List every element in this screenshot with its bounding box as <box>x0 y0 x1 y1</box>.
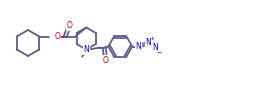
Text: N: N <box>145 38 151 47</box>
Text: O: O <box>66 21 72 30</box>
Text: O: O <box>54 32 60 41</box>
Text: O: O <box>102 56 108 65</box>
Text: N: N <box>83 45 89 54</box>
Text: N: N <box>152 43 158 52</box>
Text: N: N <box>135 42 141 51</box>
Text: +: + <box>149 36 154 41</box>
Text: −: − <box>156 49 161 54</box>
